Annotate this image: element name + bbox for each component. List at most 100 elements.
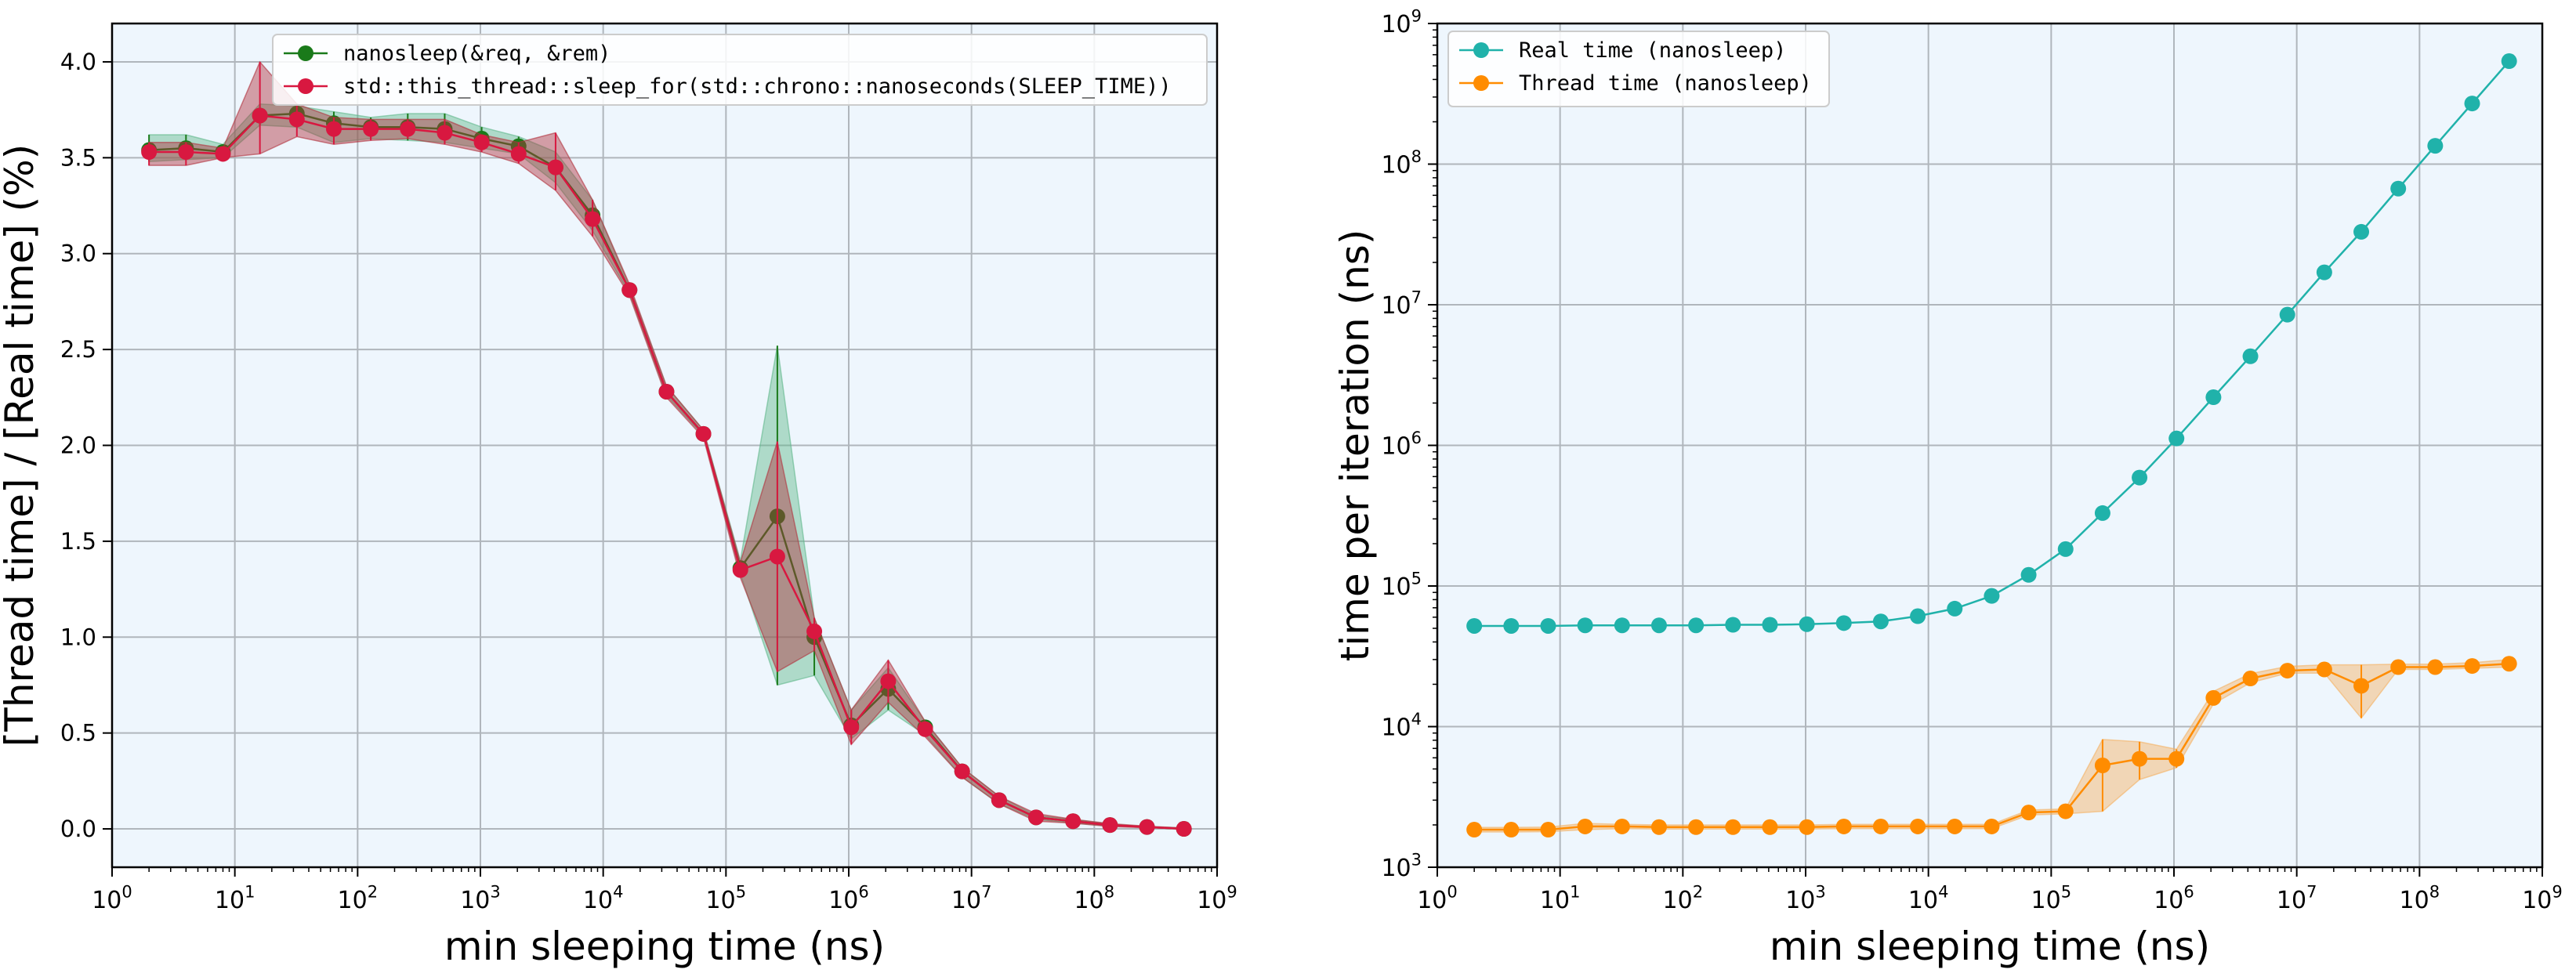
legend-box xyxy=(1447,31,1830,107)
data-point xyxy=(2353,678,2370,694)
data-point xyxy=(621,282,638,298)
x-tick-label: 108 xyxy=(1074,883,1115,915)
data-point xyxy=(2427,138,2444,154)
data-point xyxy=(1614,818,1630,834)
legend-label: std::this_thread::sleep_for(std::chrono:… xyxy=(343,74,1172,99)
y-tick-label: 1.0 xyxy=(60,624,96,650)
data-point xyxy=(2390,180,2407,197)
data-point xyxy=(2501,656,2517,672)
data-point xyxy=(325,121,342,137)
legend-marker xyxy=(1473,42,1489,58)
data-point xyxy=(2168,751,2185,767)
data-point xyxy=(2094,505,2110,521)
y-tick-label: 2.5 xyxy=(60,336,96,363)
data-point xyxy=(1872,818,1889,834)
data-point xyxy=(1139,819,1155,835)
legend: nanosleep(&req, &rem)std::this_thread::s… xyxy=(272,34,1208,106)
data-point xyxy=(2390,659,2407,675)
y-tick-label: 3.5 xyxy=(60,144,96,171)
data-point xyxy=(288,111,305,128)
y-tick-label: 103 xyxy=(1381,851,1422,883)
data-point xyxy=(252,107,268,124)
data-point xyxy=(178,143,194,160)
y-tick-label: 2.0 xyxy=(60,432,96,459)
data-point xyxy=(1762,617,1778,633)
x-tick-label: 100 xyxy=(1417,883,1458,915)
data-point xyxy=(1028,809,1045,826)
x-tick-label: 103 xyxy=(460,883,501,915)
data-point xyxy=(585,211,601,227)
data-point xyxy=(806,623,823,639)
x-tick-label: 109 xyxy=(1197,883,1237,915)
data-point xyxy=(1650,819,1667,835)
data-point xyxy=(363,121,379,137)
x-tick-label: 108 xyxy=(2400,883,2440,915)
data-point xyxy=(1799,819,1815,835)
y-tick-label: 1.5 xyxy=(60,528,96,555)
data-point xyxy=(1947,818,1963,834)
data-point xyxy=(1065,813,1081,830)
series-layer xyxy=(141,60,1192,837)
data-point xyxy=(954,763,970,779)
data-point xyxy=(2020,566,2037,583)
data-point xyxy=(2501,53,2517,70)
data-point xyxy=(1540,822,1556,838)
data-point xyxy=(510,146,527,162)
data-point xyxy=(437,125,453,141)
data-point xyxy=(215,146,231,162)
data-point xyxy=(2132,751,2148,767)
data-point xyxy=(400,121,416,137)
data-point xyxy=(2094,757,2110,773)
data-point xyxy=(2205,689,2222,706)
data-point xyxy=(2205,389,2222,406)
x-tick-label: 104 xyxy=(1908,883,1949,915)
x-tick-label: 103 xyxy=(1785,883,1826,915)
data-point xyxy=(1176,821,1192,837)
data-point xyxy=(1650,617,1667,634)
x-tick-label: 102 xyxy=(1663,883,1704,915)
data-point xyxy=(2132,469,2148,486)
x-tick-label: 105 xyxy=(706,883,747,915)
data-point xyxy=(2279,663,2295,679)
data-point xyxy=(2168,430,2185,447)
data-point xyxy=(1577,818,1593,834)
data-point xyxy=(1102,817,1118,834)
y-tick-label: 106 xyxy=(1381,429,1422,461)
y-tick-label: 4.0 xyxy=(60,49,96,75)
data-point xyxy=(2242,348,2259,364)
x-tick-label: 106 xyxy=(828,883,869,915)
y-tick-label: 109 xyxy=(1381,7,1422,39)
data-point xyxy=(880,673,897,689)
plot-frame xyxy=(111,22,1219,869)
data-point xyxy=(1725,819,1741,835)
data-point xyxy=(2242,671,2259,687)
data-point xyxy=(2464,658,2480,675)
x-tick-label: 101 xyxy=(1540,883,1581,915)
data-point xyxy=(2316,661,2332,678)
series-layer xyxy=(1466,53,2517,838)
data-point xyxy=(1835,615,1852,631)
legend-marker xyxy=(1473,75,1489,91)
x-tick-label: 107 xyxy=(2277,883,2317,915)
data-point xyxy=(991,792,1007,808)
chart-panel-2: 100 101 102 103 104 105 106 107 108 109 103 104 105 1… xyxy=(1332,7,2563,970)
y-tick-label: 0.0 xyxy=(60,816,96,842)
y-tick-label: 108 xyxy=(1381,147,1422,179)
data-point xyxy=(2316,264,2332,280)
legend-box xyxy=(272,34,1208,106)
legend-label: nanosleep(&req, &rem) xyxy=(343,42,610,66)
chart-panel-1: 100 101 102 103 104 105 106 107 108 109 0.0 0.5 1.0 1… xyxy=(0,22,1237,969)
plot-frame xyxy=(1436,22,2544,869)
data-point xyxy=(2353,223,2370,240)
data-point xyxy=(658,383,675,400)
x-tick-label: 106 xyxy=(2154,883,2194,915)
data-point xyxy=(1799,616,1815,632)
data-point xyxy=(2020,805,2037,821)
data-point xyxy=(1947,600,1963,617)
y-axis-label: [Thread time] / [Real time] (%) xyxy=(0,144,42,747)
data-point xyxy=(2057,803,2074,819)
data-point xyxy=(2464,96,2480,112)
data-point xyxy=(1577,617,1593,634)
